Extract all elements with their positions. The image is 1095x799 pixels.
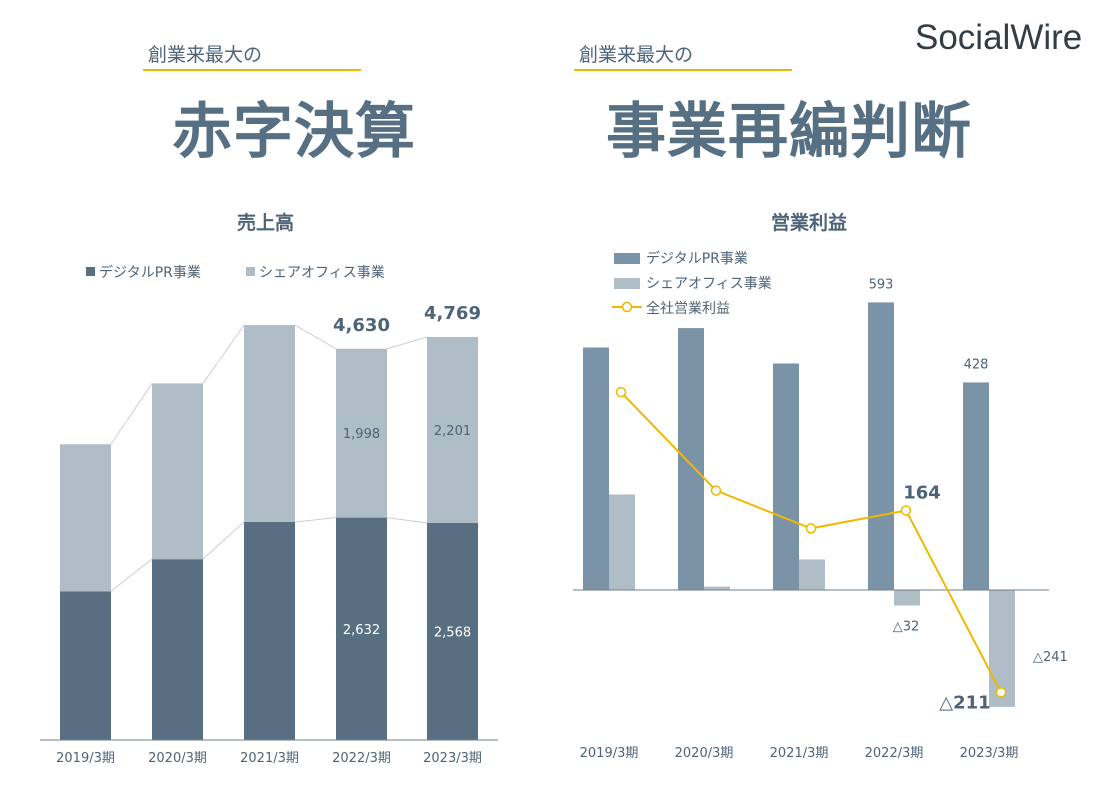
total-profit-point xyxy=(995,687,1007,698)
sales-x-tick-label: 2022/3期 xyxy=(332,751,391,766)
sales-connector-line xyxy=(386,336,428,350)
sales-bar-share-office xyxy=(152,383,203,560)
legend-label-share-office: シェアオフィス事業 xyxy=(259,265,385,281)
sales-x-tick-label: 2021/3期 xyxy=(240,751,299,766)
sales-connector-line xyxy=(110,383,153,445)
profit-bar-label-share-office: △241 xyxy=(1033,650,1068,665)
left-subtitle: 創業来最大の xyxy=(148,44,263,66)
total-profit-point xyxy=(710,485,722,496)
sales-x-tick-label: 2020/3期 xyxy=(148,751,207,766)
legend-label-digital-pr: デジタルPR事業 xyxy=(99,264,201,281)
total-profit-label: △211 xyxy=(939,692,990,713)
sales-bar-share-office xyxy=(244,325,295,522)
profit-x-tick-label: 2023/3期 xyxy=(960,746,1019,761)
sales-chart-title: 売上高 xyxy=(237,212,295,234)
profit-bar-share-office xyxy=(894,590,920,606)
profit-bar-label-share-office: △32 xyxy=(893,620,920,635)
legend-label-profit-share-office: シェアオフィス事業 xyxy=(646,276,772,292)
total-profit-point xyxy=(900,505,912,516)
sales-bar-digital-pr xyxy=(60,591,111,740)
sales-x-tick-label: 2023/3期 xyxy=(423,751,482,766)
profit-x-tick-label: 2020/3期 xyxy=(675,746,734,761)
sales-segment-label-digital-pr: 2,632 xyxy=(343,623,380,638)
sales-bar-digital-pr xyxy=(244,521,295,740)
sales-total-label: 4,769 xyxy=(424,303,481,324)
sales-connector-line xyxy=(202,521,245,560)
profit-bar-digital-pr xyxy=(678,328,704,590)
right-subtitle-underline xyxy=(574,69,792,71)
brand-logo: SocialWire xyxy=(915,18,1083,57)
right-subtitle: 創業来最大の xyxy=(579,44,694,66)
legend-label-total: 全社営業利益 xyxy=(646,300,730,317)
sales-segment-label-digital-pr: 2,568 xyxy=(434,626,471,641)
right-headline: 事業再編判断 xyxy=(606,97,972,167)
profit-bar-label-digital-pr: 593 xyxy=(869,277,894,292)
legend-swatch-share-office xyxy=(246,267,255,276)
sales-segment-label-share-office: 1,998 xyxy=(343,427,380,442)
total-profit-point xyxy=(805,523,817,534)
profit-bar-share-office xyxy=(799,559,825,590)
left-subtitle-underline xyxy=(143,69,361,71)
legend-marker-total xyxy=(621,301,633,313)
profit-bar-digital-pr xyxy=(868,302,894,590)
profit-x-tick-label: 2022/3期 xyxy=(865,746,924,761)
profit-bar-label-digital-pr: 428 xyxy=(964,357,989,372)
profit-bar-share-office xyxy=(609,494,635,590)
left-headline: 赤字決算 xyxy=(172,97,416,167)
sales-bar-digital-pr xyxy=(336,517,387,740)
legend-swatch-digital-pr xyxy=(86,267,95,276)
sales-total-label: 4,630 xyxy=(333,315,390,336)
legend-swatch-profit-share-office xyxy=(614,278,640,289)
sales-connector-line xyxy=(110,558,153,592)
total-profit-point xyxy=(615,386,627,398)
legend-label-profit-digital-pr: デジタルPR事業 xyxy=(646,250,748,267)
profit-x-tick-label: 2019/3期 xyxy=(580,746,639,761)
profit-bar-digital-pr xyxy=(773,363,799,590)
total-profit-label: 164 xyxy=(903,482,941,503)
sales-bar-share-office xyxy=(427,337,478,524)
profit-bar-digital-pr xyxy=(963,382,989,590)
sales-bar-share-office xyxy=(336,348,387,518)
profit-bar-digital-pr xyxy=(583,347,609,590)
sales-x-tick-label: 2019/3期 xyxy=(56,751,115,766)
sales-segment-label-share-office: 2,201 xyxy=(434,424,471,439)
sales-bar-share-office xyxy=(60,444,111,592)
profit-x-tick-label: 2021/3期 xyxy=(770,746,829,761)
sales-connector-line xyxy=(202,324,245,384)
sales-connector-line xyxy=(386,517,428,524)
legend-swatch-profit-digital-pr xyxy=(614,253,640,264)
sales-bar-digital-pr xyxy=(152,559,203,740)
sales-connector-line xyxy=(294,324,337,350)
profit-bar-share-office xyxy=(704,586,730,590)
sales-bar-digital-pr xyxy=(427,523,478,740)
sales-connector-line xyxy=(294,517,337,523)
profit-chart-title: 営業利益 xyxy=(771,212,848,234)
